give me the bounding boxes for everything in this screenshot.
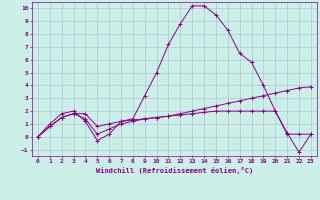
X-axis label: Windchill (Refroidissement éolien,°C): Windchill (Refroidissement éolien,°C) <box>96 167 253 174</box>
